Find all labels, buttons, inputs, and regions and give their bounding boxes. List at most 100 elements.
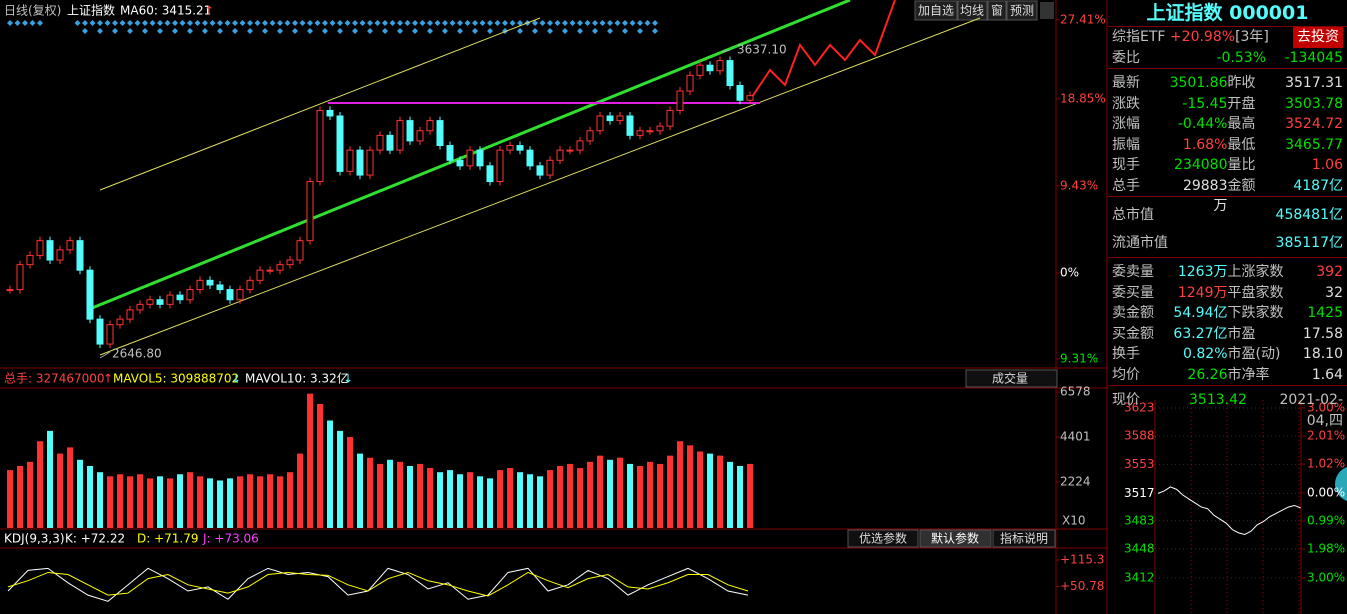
- tab[interactable]: [847, 529, 919, 548]
- candle: [116, 318, 124, 326]
- tab-label[interactable]: 指标说明: [1000, 531, 1048, 546]
- volume-bar: [467, 472, 473, 528]
- volume-bar: [97, 472, 103, 528]
- diamond: [562, 20, 568, 26]
- diamond: [232, 28, 238, 34]
- candle: [506, 145, 514, 151]
- diamond: [637, 20, 643, 26]
- indicator-select[interactable]: [965, 369, 1058, 388]
- value: 29883万: [1182, 177, 1228, 215]
- volume-bar: [667, 455, 673, 528]
- indicator-name[interactable]: 成交量: [992, 371, 1028, 386]
- candle: [146, 299, 154, 305]
- diamond: [134, 20, 141, 26]
- diamond: [517, 28, 523, 34]
- unit: X10: [1062, 514, 1086, 528]
- diamond: [329, 20, 336, 26]
- button-bg[interactable]: [914, 0, 958, 21]
- y-tick-label: 6578: [1060, 385, 1091, 399]
- y-tick-label: 3553: [1124, 457, 1155, 471]
- y-tick-label: 18.85%: [1060, 91, 1106, 105]
- row: 均价 26.26 市净率 1.64: [1108, 365, 1347, 386]
- volume-bar: [587, 461, 593, 528]
- diamond: [149, 20, 156, 26]
- y-tick-label: +50.78: [1060, 579, 1104, 593]
- y-tick-label: 9.43%: [1060, 178, 1098, 192]
- candle: [56, 249, 64, 261]
- volume-bar: [597, 455, 603, 528]
- volume-bar: [707, 453, 713, 528]
- label: 市净率: [1227, 366, 1270, 383]
- row: 委卖量 1263万 上涨家数 392: [1108, 262, 1347, 283]
- y2-tick-label: 0.99%: [1307, 514, 1345, 528]
- y2-tick-label: 3.00%: [1307, 400, 1345, 414]
- candle: [466, 149, 474, 167]
- diamond: [389, 20, 396, 26]
- candle: [286, 259, 294, 266]
- diamond: [314, 20, 321, 26]
- tab[interactable]: [919, 529, 992, 548]
- diamond: [104, 20, 111, 26]
- kdj-line: [7, 567, 749, 602]
- value: 3513.42: [1189, 392, 1247, 408]
- volume-bar: [567, 463, 573, 528]
- candle: [6, 289, 14, 292]
- candle: [296, 240, 304, 261]
- button[interactable]: 加自选: [918, 4, 954, 18]
- candle: [266, 269, 274, 272]
- badge[interactable]: [1335, 466, 1347, 502]
- trade-table: 委卖量 1263万 上涨家数 392 委买量 1249万 平盘家数 32 卖金额 54.94亿 下跌…: [1108, 262, 1347, 386]
- candle: [276, 264, 284, 271]
- vol-total: 总手: 327467000: [4, 372, 105, 386]
- button-bg[interactable]: [957, 0, 988, 21]
- kdj-title: KDJ(9,3,3): [4, 532, 65, 546]
- candle: [656, 125, 664, 132]
- d-label: D: +71.79: [137, 532, 199, 546]
- value: 1.06: [1311, 157, 1343, 173]
- button[interactable]: 去投资: [1293, 27, 1343, 48]
- row: 振幅 1.68% 最低 3465.77: [1108, 135, 1347, 156]
- tab-label[interactable]: 优选参数: [859, 531, 907, 546]
- y-tick-label: 2224: [1060, 475, 1091, 489]
- candle: [406, 120, 414, 142]
- candle: [706, 64, 714, 72]
- y-tick-label: 3448: [1124, 541, 1155, 555]
- volume-bar: [507, 468, 513, 528]
- ma60: MA60: 3415.21: [120, 4, 211, 18]
- candle: [236, 289, 244, 301]
- volume-bar: [517, 472, 523, 528]
- diamond: [487, 28, 493, 34]
- volume-bar: [47, 430, 53, 528]
- diamond: [179, 20, 186, 26]
- diamond: [442, 28, 448, 34]
- weibi-row: 委比 -0.53% -134045: [1108, 48, 1347, 69]
- button-bg[interactable]: [987, 0, 1007, 21]
- diamond: [479, 20, 486, 26]
- volume-bar: [57, 453, 63, 528]
- label: 昨收: [1227, 75, 1256, 91]
- button[interactable]: 窗: [991, 4, 1003, 18]
- volume-bar: [227, 478, 233, 528]
- tab[interactable]: [992, 529, 1056, 548]
- label: 总市值: [1112, 207, 1154, 223]
- button-bg[interactable]: [1006, 0, 1038, 21]
- icon[interactable]: [1040, 2, 1054, 19]
- diamond: [337, 20, 343, 26]
- candle: [546, 159, 554, 176]
- candle: [16, 264, 24, 291]
- volume-bar: [197, 476, 203, 528]
- button[interactable]: 均线: [960, 4, 984, 18]
- volume-bar: [67, 447, 73, 528]
- value: -0.53%: [1216, 49, 1266, 66]
- candle: [376, 134, 384, 151]
- value: 1263万: [1177, 264, 1228, 280]
- candle: [586, 130, 594, 142]
- diamond: [224, 20, 231, 26]
- volume-bar: [697, 451, 703, 528]
- button[interactable]: 预测: [1010, 4, 1034, 18]
- diamond: [29, 20, 36, 26]
- candle: [516, 145, 524, 151]
- tab-label[interactable]: 默认参数: [931, 531, 979, 546]
- y-tick-label: 3623: [1124, 400, 1155, 414]
